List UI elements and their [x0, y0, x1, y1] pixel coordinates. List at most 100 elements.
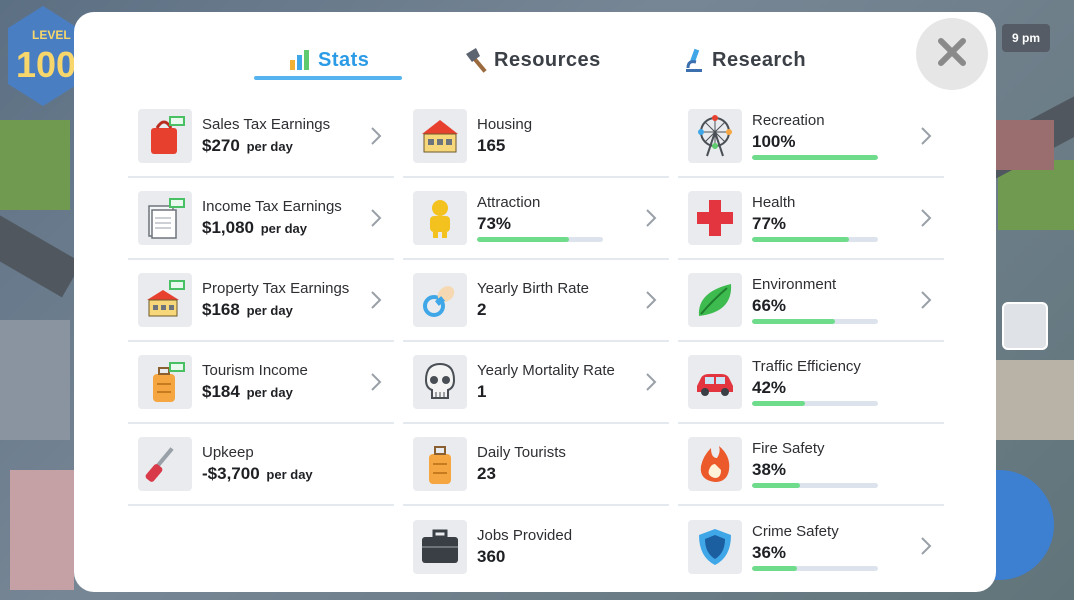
- stat-label: Environment: [752, 276, 837, 293]
- house-icon: [413, 109, 467, 163]
- stat-value: 66%: [752, 296, 787, 315]
- tab-label: Research: [712, 48, 807, 71]
- stat-value: 73%: [477, 214, 512, 233]
- close-button[interactable]: [916, 18, 988, 90]
- briefcase-icon: [413, 520, 467, 574]
- progress-bar: [752, 401, 878, 406]
- tab-stats[interactable]: Stats: [288, 40, 369, 80]
- stat-row-fire-safety: Fire Safety 38%: [678, 424, 944, 506]
- flame-icon: [688, 437, 742, 491]
- stat-value: $168: [202, 300, 240, 319]
- stat-label: Yearly Mortality Rate: [477, 362, 615, 379]
- skull-icon: [413, 355, 467, 409]
- stat-label: Attraction: [477, 194, 541, 211]
- progress-bar: [752, 237, 878, 242]
- shopping-bag-money-icon: [138, 109, 192, 163]
- level-value: 100: [16, 44, 77, 85]
- stat-row-jobs-provided: Jobs Provided 360: [403, 506, 669, 588]
- chevron-right-icon: [920, 536, 932, 556]
- stat-row-crime-safety[interactable]: Crime Safety 36%: [678, 506, 944, 588]
- stat-row-sales-tax[interactable]: Sales Tax Earnings $270 per day: [128, 96, 394, 178]
- stat-value: 38%: [752, 460, 787, 479]
- stat-label: Fire Safety: [752, 440, 825, 457]
- tab-research[interactable]: Research: [682, 40, 806, 80]
- stat-value: $184: [202, 382, 240, 401]
- stat-row-birth-rate[interactable]: Yearly Birth Rate 2: [403, 260, 669, 342]
- stat-row-traffic-efficiency: Traffic Efficiency 42%: [678, 342, 944, 424]
- stat-row-tourism-income[interactable]: Tourism Income $184 per day: [128, 342, 394, 424]
- chevron-right-icon: [370, 208, 382, 228]
- stat-value: 23: [477, 464, 496, 483]
- stat-row-income-tax[interactable]: Income Tax Earnings $1,080 per day: [128, 178, 394, 260]
- tab-label: Resources: [494, 48, 601, 71]
- stat-value: -$3,700: [202, 464, 260, 483]
- stat-unit: per day: [246, 385, 293, 400]
- close-icon: [937, 32, 967, 77]
- progress-bar: [752, 155, 878, 160]
- chevron-right-icon: [370, 372, 382, 392]
- car-icon: [688, 355, 742, 409]
- stat-value: 2: [477, 300, 487, 319]
- chevron-right-icon: [920, 126, 932, 146]
- stat-value: $270: [202, 136, 240, 155]
- person-icon: [413, 191, 467, 245]
- stat-value: 360: [477, 547, 506, 566]
- stat-label: Property Tax Earnings: [202, 280, 350, 297]
- stat-value: 77%: [752, 214, 787, 233]
- tab-bar: Stats Resources Research: [74, 12, 996, 92]
- progress-bar: [752, 566, 878, 571]
- stat-label: Recreation: [752, 112, 825, 129]
- stat-unit: per day: [266, 467, 313, 482]
- house-money-icon: [138, 273, 192, 327]
- suitcase-icon: [413, 437, 467, 491]
- level-label: LEVEL: [32, 28, 71, 42]
- chevron-right-icon: [645, 208, 657, 228]
- stat-unit: per day: [246, 139, 293, 154]
- stat-label: Daily Tourists: [477, 444, 566, 461]
- quality-column: Recreation 100% Health 77% Environment: [678, 96, 944, 588]
- stat-row-property-tax[interactable]: Property Tax Earnings $168 per day: [128, 260, 394, 342]
- screwdriver-icon: [138, 437, 192, 491]
- side-menu-button[interactable]: [1002, 302, 1048, 350]
- document-money-icon: [138, 191, 192, 245]
- stat-label: Yearly Birth Rate: [477, 280, 590, 297]
- ferris-wheel-icon: [688, 109, 742, 163]
- stat-row-recreation[interactable]: Recreation 100%: [678, 96, 944, 178]
- population-column: Housing 165 Attraction 73% Yearly Birth …: [403, 96, 669, 588]
- stat-label: Income Tax Earnings: [202, 198, 342, 215]
- stat-label: Housing: [477, 116, 533, 133]
- stat-row-environment[interactable]: Environment 66%: [678, 260, 944, 342]
- chevron-right-icon: [645, 290, 657, 310]
- chevron-right-icon: [370, 290, 382, 310]
- stat-row-attraction[interactable]: Attraction 73%: [403, 178, 669, 260]
- clock: 9 pm: [1002, 24, 1050, 52]
- stat-label: Upkeep: [202, 444, 254, 461]
- progress-bar: [752, 483, 878, 488]
- stat-row-housing: Housing 165: [403, 96, 669, 178]
- stat-value: 165: [477, 136, 506, 155]
- level-badge: LEVEL 100: [8, 6, 78, 106]
- stat-value: 42%: [752, 378, 787, 397]
- bar-chart-icon: [288, 48, 312, 72]
- stat-label: Sales Tax Earnings: [202, 116, 331, 133]
- shield-icon: [688, 520, 742, 574]
- stat-row-mortality-rate[interactable]: Yearly Mortality Rate 1: [403, 342, 669, 424]
- active-tab-indicator: [254, 76, 402, 80]
- leaf-icon: [688, 273, 742, 327]
- progress-bar: [752, 319, 878, 324]
- tab-resources[interactable]: Resources: [464, 40, 601, 80]
- stat-value: $1,080: [202, 218, 254, 237]
- stat-value: 100%: [752, 132, 796, 151]
- stat-unit: per day: [260, 221, 307, 236]
- chevron-right-icon: [920, 290, 932, 310]
- stat-label: Tourism Income: [202, 362, 308, 379]
- revenue-column: Sales Tax Earnings $270 per day Income T…: [128, 96, 394, 506]
- suitcase-money-icon: [138, 355, 192, 409]
- stat-value: 1: [477, 382, 487, 401]
- red-cross-icon: [688, 191, 742, 245]
- stats-modal: Stats Resources Research Sales Tax Earni…: [74, 12, 996, 592]
- stat-label: Jobs Provided: [477, 527, 573, 544]
- stat-value: 36%: [752, 543, 787, 562]
- stat-row-health[interactable]: Health 77%: [678, 178, 944, 260]
- chevron-right-icon: [370, 126, 382, 146]
